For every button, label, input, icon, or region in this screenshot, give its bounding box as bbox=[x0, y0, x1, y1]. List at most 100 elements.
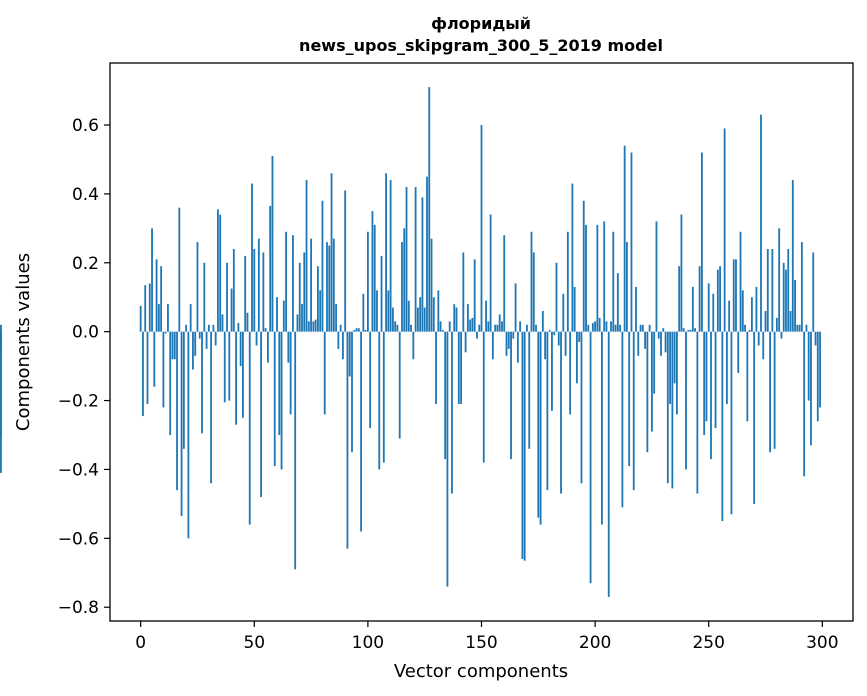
bar-component-267 bbox=[746, 331, 749, 422]
bar-component-151 bbox=[482, 331, 485, 463]
bar-component-166 bbox=[516, 331, 519, 363]
bar-component-157 bbox=[496, 324, 499, 332]
bar-component-236 bbox=[676, 331, 678, 415]
bar-component-202 bbox=[598, 317, 601, 332]
bar-component-58 bbox=[271, 156, 274, 332]
bar-component-90 bbox=[344, 190, 347, 332]
bar-component-220 bbox=[639, 324, 642, 332]
bar-component-156 bbox=[494, 324, 497, 332]
bar-component-230 bbox=[662, 328, 665, 332]
bar-component-30 bbox=[207, 324, 210, 332]
bar-component-93 bbox=[351, 331, 353, 453]
bar-component-198 bbox=[589, 331, 592, 584]
bar-component-298 bbox=[816, 331, 819, 422]
bar-component-164 bbox=[512, 331, 515, 339]
bar-component-39 bbox=[228, 331, 231, 401]
bar-component-193 bbox=[578, 331, 581, 342]
bar-component-12 bbox=[167, 304, 169, 332]
bar-component-61 bbox=[278, 331, 281, 435]
bar-component-25 bbox=[196, 242, 199, 332]
bar-component-262 bbox=[735, 259, 737, 332]
bar-component-130 bbox=[435, 331, 437, 404]
bar-component-125 bbox=[423, 307, 426, 332]
bar-component-174 bbox=[535, 324, 537, 332]
bar-component-143 bbox=[464, 331, 467, 353]
bar-component-111 bbox=[391, 307, 394, 332]
bar-component-87 bbox=[337, 331, 340, 349]
bar-component-21 bbox=[187, 331, 190, 539]
bar-component-128 bbox=[430, 238, 433, 332]
bar-component-242 bbox=[689, 329, 692, 332]
bar-component-18 bbox=[180, 331, 183, 516]
bar-component-7 bbox=[155, 259, 158, 332]
x-tick-label: 150 bbox=[465, 633, 497, 653]
y-tick-label: 0.4 bbox=[72, 185, 99, 205]
bar-component-237 bbox=[678, 266, 681, 332]
bar-component-169 bbox=[523, 331, 526, 561]
bar-component-85 bbox=[332, 238, 335, 332]
bar-component-268 bbox=[748, 329, 751, 332]
bar-component-6 bbox=[153, 331, 156, 387]
bar-component-251 bbox=[710, 331, 712, 460]
bar-component-238 bbox=[680, 214, 683, 332]
bar-component-207 bbox=[610, 321, 612, 332]
bar-component-199 bbox=[591, 323, 594, 332]
bar-component-102 bbox=[371, 211, 374, 332]
bar-component-203 bbox=[601, 331, 603, 525]
bar-component-126 bbox=[426, 176, 428, 332]
bar-component-110 bbox=[389, 180, 392, 332]
bar-component-162 bbox=[507, 331, 510, 349]
bar-component-289 bbox=[796, 324, 799, 332]
bar-component-72 bbox=[303, 252, 306, 332]
bar-component-34 bbox=[217, 209, 219, 332]
bar-component-223 bbox=[646, 331, 649, 453]
bar-component-263 bbox=[737, 331, 740, 373]
bar-component-113 bbox=[396, 324, 399, 332]
bar-component-64 bbox=[285, 231, 287, 332]
bar-component-194 bbox=[580, 331, 583, 484]
bar-component-84 bbox=[330, 173, 333, 332]
bar-component-107 bbox=[382, 331, 385, 463]
bar-component-19 bbox=[182, 331, 185, 449]
bar-component-225 bbox=[651, 331, 653, 432]
bar-component-182 bbox=[553, 331, 556, 336]
bar-component-43 bbox=[237, 323, 240, 332]
bar-component-48 bbox=[248, 331, 251, 525]
bar-component-82 bbox=[326, 242, 328, 332]
bar-component-57 bbox=[269, 205, 272, 332]
bar-component-277 bbox=[769, 331, 771, 453]
bar-component-159 bbox=[501, 321, 503, 332]
bar-component-68 bbox=[294, 331, 297, 570]
bar-component-227 bbox=[655, 221, 658, 332]
bar-component-224 bbox=[648, 324, 651, 332]
bar-component-47 bbox=[246, 312, 249, 332]
bar-component-40 bbox=[230, 288, 233, 332]
bar-component-109 bbox=[387, 290, 390, 332]
bar-component-276 bbox=[766, 249, 769, 332]
bar-component-229 bbox=[660, 331, 662, 356]
bar-component-81 bbox=[323, 331, 326, 415]
bar-component-172 bbox=[530, 231, 533, 332]
bar-component-33 bbox=[214, 331, 217, 346]
bar-component-266 bbox=[744, 324, 746, 332]
bar-component-67 bbox=[292, 235, 294, 332]
bar-series bbox=[0, 87, 821, 597]
bar-component-212 bbox=[621, 331, 624, 508]
bar-component-288 bbox=[794, 280, 796, 332]
bar-component-79 bbox=[319, 290, 322, 332]
bar-component-100 bbox=[366, 231, 369, 332]
bar-component-131 bbox=[437, 290, 440, 332]
bar-component-119 bbox=[410, 324, 412, 332]
bar-component-142 bbox=[462, 252, 465, 332]
chart-subtitle: news_upos_skipgram_300_5_2019 model bbox=[299, 36, 663, 55]
bar-component-187 bbox=[564, 331, 567, 356]
bar-component-208 bbox=[612, 231, 615, 332]
bar-component-155 bbox=[491, 331, 494, 360]
bar-component-154 bbox=[489, 214, 492, 332]
bar-component-27 bbox=[201, 331, 203, 434]
bar-component-260 bbox=[730, 331, 733, 515]
bar-component-271 bbox=[755, 286, 758, 332]
bar-component-127 bbox=[428, 87, 431, 332]
bar-component-160 bbox=[503, 235, 506, 332]
bar-component-108 bbox=[385, 173, 387, 332]
